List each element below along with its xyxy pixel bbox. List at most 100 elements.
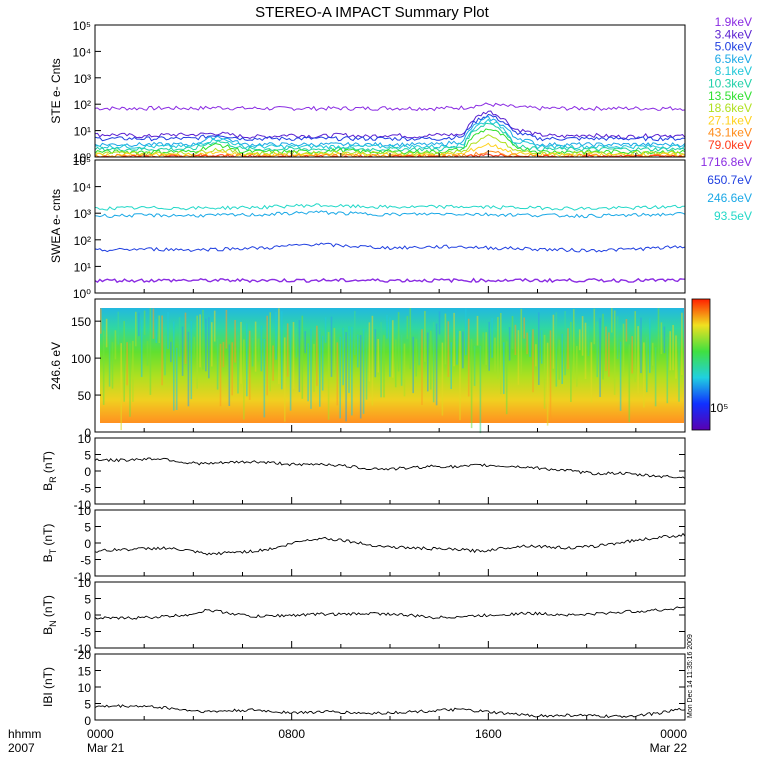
pad-stripe	[164, 335, 166, 376]
xtick-label-2: 1600	[475, 727, 502, 741]
legend-entry-ste-2: 5.0keV	[715, 40, 752, 54]
pad-stripe	[540, 330, 543, 364]
pad-stripe	[196, 315, 198, 389]
ytick-label-bn-3: 5	[84, 593, 91, 607]
pad-colorbar	[691, 298, 711, 431]
pad-stripe	[120, 343, 122, 431]
pad-stripe	[371, 315, 374, 406]
pad-stripe	[418, 330, 420, 366]
pad-stripe	[430, 330, 432, 390]
pad-stripe	[316, 325, 318, 386]
pad-stripe	[500, 313, 502, 395]
pad-stripe	[272, 345, 274, 381]
pad-stripe	[608, 332, 610, 377]
pad-stripe	[470, 339, 473, 429]
pad-stripe	[675, 335, 677, 379]
legend-entry-swea-3: 93.5eV	[714, 209, 752, 223]
ytick-label-swea-4: 10⁴	[72, 181, 91, 195]
plot-stamp: Mon Dec 14 11:35:16 2009	[687, 634, 694, 718]
pad-stripe	[467, 318, 470, 397]
pad-stripe	[292, 322, 295, 389]
pad-stripe	[254, 321, 257, 372]
frame-bmag	[94, 653, 686, 721]
pad-stripe	[406, 315, 409, 339]
ytick-label-ste-0: 10⁰	[73, 151, 91, 165]
pad-stripe	[231, 342, 233, 396]
pad-stripe	[573, 309, 575, 380]
series-line-bn	[94, 606, 686, 620]
pad-stripe	[345, 332, 347, 422]
pad-stripe	[108, 330, 111, 387]
ytick-label-pad-1: 50	[78, 389, 92, 403]
pad-stripe	[511, 316, 514, 349]
pad-stripe	[581, 316, 584, 356]
pad-stripe	[456, 330, 458, 365]
pad-stripe	[178, 317, 181, 357]
pad-stripes	[100, 308, 683, 434]
ste-traces	[94, 102, 686, 158]
series-line-swea-0	[94, 277, 686, 284]
pad-stripe	[222, 341, 225, 368]
pad-stripe	[298, 320, 301, 393]
pad-stripe	[412, 336, 414, 394]
pad-stripe	[216, 338, 219, 390]
pad-stripe	[462, 331, 464, 369]
pad-stripe	[359, 335, 362, 419]
pad-stripe	[427, 332, 429, 392]
ste-legend: 1.9keV3.4keV5.0keV6.5keV8.1keV10.3keV13.…	[708, 15, 752, 152]
pad-stripe	[243, 339, 245, 420]
pad-stripe	[590, 342, 593, 403]
pad-stripe	[666, 337, 669, 404]
series-line-swea-3	[94, 203, 686, 211]
pad-stripe	[225, 309, 228, 349]
pad-stripe	[657, 308, 660, 361]
pad-stripe	[260, 325, 263, 372]
pad-stripe	[321, 335, 324, 391]
pad-stripe	[400, 334, 403, 386]
pad-stripe	[643, 342, 645, 408]
pad-stripe	[281, 311, 283, 390]
pad-stripe	[672, 325, 674, 371]
panel-bn: -10 -5 0 5 10 BN (nT)	[41, 576, 686, 656]
pad-stripe	[140, 319, 143, 377]
pad-stripe	[351, 326, 353, 416]
pad-stripe	[105, 318, 108, 348]
swea-traces	[94, 203, 686, 284]
xtick-sublabel-0: Mar 21	[87, 741, 125, 755]
pad-stripe	[138, 312, 140, 337]
series-line-ste-3	[94, 115, 686, 148]
pad-stripe	[199, 314, 201, 368]
pad-stripe	[526, 332, 528, 355]
pad-stripe	[365, 332, 368, 400]
pad-stripe	[558, 339, 560, 380]
pad-ylabel: 246.6 eV	[49, 342, 63, 390]
ytick-label-bmag-1: 5	[84, 698, 91, 712]
ytick-label-bmag-3: 15	[78, 665, 92, 679]
ytick-label-br-2: 0	[84, 465, 91, 479]
pad-stripe	[184, 312, 187, 364]
ytick-label-br-3: 5	[84, 449, 91, 463]
pad-stripe	[578, 329, 581, 351]
pad-stripe	[567, 328, 569, 370]
ytick-label-bmag-0: 0	[84, 714, 91, 728]
pad-stripe	[152, 308, 155, 339]
pad-stripe	[663, 326, 666, 354]
pad-stripe	[307, 343, 309, 402]
pad-stripe	[397, 312, 400, 372]
pad-stripe	[327, 332, 330, 420]
legend-entry-ste-7: 18.6keV	[708, 101, 752, 115]
pad-stripe	[520, 308, 523, 374]
pad-colorbar-label: 10⁵	[710, 401, 728, 415]
pad-stripe	[386, 314, 388, 339]
pad-stripe	[459, 330, 461, 421]
pad-stripe	[538, 312, 540, 385]
pad-stripe	[342, 327, 344, 386]
pad-stripe	[435, 323, 438, 406]
series-line-ste-6	[94, 128, 686, 155]
legend-entry-ste-0: 1.9keV	[715, 15, 752, 29]
pad-stripe	[479, 345, 482, 434]
xtick-label-3: 0000	[660, 727, 687, 741]
pad-stripe	[211, 322, 213, 367]
pad-stripe	[482, 332, 485, 365]
pad-stripe	[669, 331, 671, 371]
